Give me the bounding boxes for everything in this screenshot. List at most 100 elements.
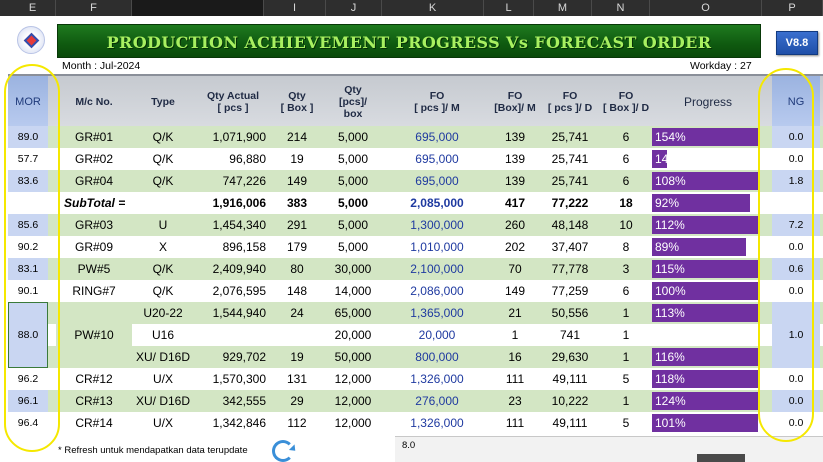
cell-type[interactable]: Q/K xyxy=(152,262,174,276)
cell-qty-actual[interactable]: 1,071,900 xyxy=(212,130,266,144)
cell-fo-pcs-d[interactable]: 77,259 xyxy=(551,284,589,298)
cell-fo-box-m[interactable]: 139 xyxy=(504,152,526,166)
cell-fo-box-m[interactable]: 139 xyxy=(504,174,526,188)
cell-per-box[interactable]: 5,000 xyxy=(337,218,369,232)
cell-fo-pcs-m[interactable]: 2,100,000 xyxy=(410,262,464,276)
cell-qty-actual[interactable]: 896,158 xyxy=(222,240,266,254)
cell-mc[interactable]: CR#12 xyxy=(75,372,113,386)
cell-fo-pcs-m[interactable]: 695,000 xyxy=(415,130,459,144)
cell-qty-box[interactable] xyxy=(272,324,322,346)
cell-fo-box-d[interactable]: 8 xyxy=(622,240,630,254)
col-header-hidden[interactable] xyxy=(132,0,264,16)
cell-mc[interactable]: GR#01 xyxy=(74,130,114,144)
cell-mc[interactable]: GR#03 xyxy=(74,218,114,232)
cell-fo-pcs-m[interactable]: 2,086,000 xyxy=(410,284,464,298)
mor-value[interactable]: 57.7 xyxy=(8,148,48,170)
cell-per-box[interactable]: 12,000 xyxy=(334,372,372,386)
col-header-n[interactable]: N xyxy=(592,0,650,16)
version-button[interactable]: V8.8 xyxy=(776,31,818,55)
cell-mc[interactable]: RING#7 xyxy=(72,284,116,298)
cell-fo-pcs-d[interactable]: 741 xyxy=(559,328,581,342)
cell-fo-pcs-d[interactable]: 10,222 xyxy=(551,394,589,408)
cell-fo-box-d[interactable]: 5 xyxy=(622,416,630,430)
cell-fo-pcs-d[interactable]: 77,778 xyxy=(551,262,589,276)
cell-type[interactable]: U16 xyxy=(151,328,174,342)
mor-value[interactable]: 96.2 xyxy=(8,368,48,390)
cell-mc[interactable]: CR#14 xyxy=(75,416,113,430)
mor-merged[interactable]: 88.0 xyxy=(8,302,48,368)
cell-fo-box-d[interactable]: 1 xyxy=(622,328,630,342)
cell-per-box[interactable]: 50,000 xyxy=(334,350,372,364)
cell-mc[interactable]: CR#13 xyxy=(75,394,113,408)
cell-fo-box-d[interactable]: 5 xyxy=(622,372,630,386)
cell-per-box[interactable]: 12,000 xyxy=(334,394,372,408)
cell-mc[interactable]: PW#5 xyxy=(77,262,111,276)
sheet-control[interactable] xyxy=(697,454,745,462)
cell-qty-actual[interactable]: 1,570,300 xyxy=(212,372,266,386)
cell-per-box[interactable]: 30,000 xyxy=(334,262,372,276)
col-header-l[interactable]: L xyxy=(484,0,534,16)
cell-per-box[interactable]: 5,000 xyxy=(337,130,369,144)
cell-fo-box-m[interactable]: 111 xyxy=(505,416,525,430)
mor-value[interactable]: 89.0 xyxy=(8,126,48,148)
cell-per-box[interactable]: 5,000 xyxy=(337,152,369,166)
cell-fo-box-d[interactable]: 1 xyxy=(622,394,630,408)
col-header-m[interactable]: M xyxy=(534,0,592,16)
cell-fo-pcs-m[interactable]: 695,000 xyxy=(415,174,459,188)
cell-fo-box-d[interactable]: 6 xyxy=(622,130,630,144)
cell-fo-pcs-m[interactable]: 1,010,000 xyxy=(410,240,464,254)
col-header-j[interactable]: J xyxy=(326,0,382,16)
cell-fo-box-m[interactable]: 70 xyxy=(508,262,522,276)
cell-fo-pcs-m[interactable]: 20,000 xyxy=(418,328,456,342)
cell-qty-actual[interactable]: 342,555 xyxy=(222,394,266,408)
ng-value[interactable]: 0.0 xyxy=(772,280,820,302)
ng-value[interactable]: 0.0 xyxy=(772,148,820,170)
cell-fo-pcs-m[interactable]: 1,326,000 xyxy=(410,416,464,430)
cell-fo-pcs-m[interactable]: 276,000 xyxy=(415,394,459,408)
cell-fo-box-d[interactable]: 6 xyxy=(622,284,630,298)
cell-fo-pcs-m[interactable]: 2,085,000 xyxy=(410,196,464,210)
cell-qty-actual[interactable]: 2,409,940 xyxy=(212,262,266,276)
cell-type[interactable]: U xyxy=(158,218,168,232)
cell-mc[interactable]: GR#02 xyxy=(74,152,114,166)
cell-fo-pcs-d[interactable]: 49,111 xyxy=(552,372,588,386)
cell-fo-box-m[interactable]: 23 xyxy=(508,394,522,408)
cell-qty-box[interactable]: 19 xyxy=(290,350,304,364)
cell-fo-box-d[interactable]: 1 xyxy=(622,350,630,364)
cell-type[interactable]: Q/K xyxy=(152,284,174,298)
cell-fo-box-m[interactable]: 260 xyxy=(504,218,526,232)
ng-value[interactable]: 0.0 xyxy=(772,368,820,390)
cell-fo-pcs-d[interactable]: 25,741 xyxy=(551,130,589,144)
cell-qty-box[interactable]: 148 xyxy=(286,284,308,298)
ng-value[interactable]: 0.6 xyxy=(772,258,820,280)
cell-fo-box-d[interactable]: 3 xyxy=(622,262,630,276)
cell-qty-actual[interactable] xyxy=(194,324,272,346)
mor-value[interactable]: 90.1 xyxy=(8,280,48,302)
cell-qty-actual[interactable]: 1,454,340 xyxy=(212,218,266,232)
cell-fo-box-d[interactable]: 10 xyxy=(619,218,633,232)
cell-per-box[interactable]: 5,000 xyxy=(337,196,369,210)
col-header-f[interactable]: F xyxy=(56,0,132,16)
cell-fo-box-m[interactable]: 111 xyxy=(505,372,525,386)
ng-value[interactable]: 0.0 xyxy=(772,126,820,148)
mor-value[interactable]: 90.2 xyxy=(8,236,48,258)
mor-value[interactable]: 83.1 xyxy=(8,258,48,280)
cell-qty-actual[interactable]: 747,226 xyxy=(222,174,266,188)
ng-value[interactable]: 0.0 xyxy=(772,236,820,258)
cell-per-box[interactable]: 14,000 xyxy=(334,284,372,298)
cell-fo-pcs-d[interactable]: 77,222 xyxy=(551,196,589,210)
cell-fo-box-d[interactable]: 6 xyxy=(622,152,630,166)
cell-qty-actual[interactable]: 1,544,940 xyxy=(212,306,266,320)
cell-qty-actual[interactable]: 2,076,595 xyxy=(212,284,266,298)
cell-fo-pcs-d[interactable]: 48,148 xyxy=(551,218,589,232)
cell-type[interactable]: XU/ D16D xyxy=(135,350,191,364)
cell-type[interactable]: U/X xyxy=(152,372,173,386)
cell-fo-box-m[interactable]: 1 xyxy=(511,328,519,342)
cell-fo-pcs-d[interactable]: 50,556 xyxy=(551,306,589,320)
cell-fo-box-d[interactable]: 1 xyxy=(622,306,630,320)
col-header-o[interactable]: O xyxy=(650,0,762,16)
cell-qty-box[interactable]: 179 xyxy=(286,240,308,254)
cell-type[interactable]: U20-22 xyxy=(143,306,183,320)
col-header-p[interactable]: P xyxy=(762,0,823,16)
cell-fo-box-d[interactable]: 18 xyxy=(619,196,633,210)
